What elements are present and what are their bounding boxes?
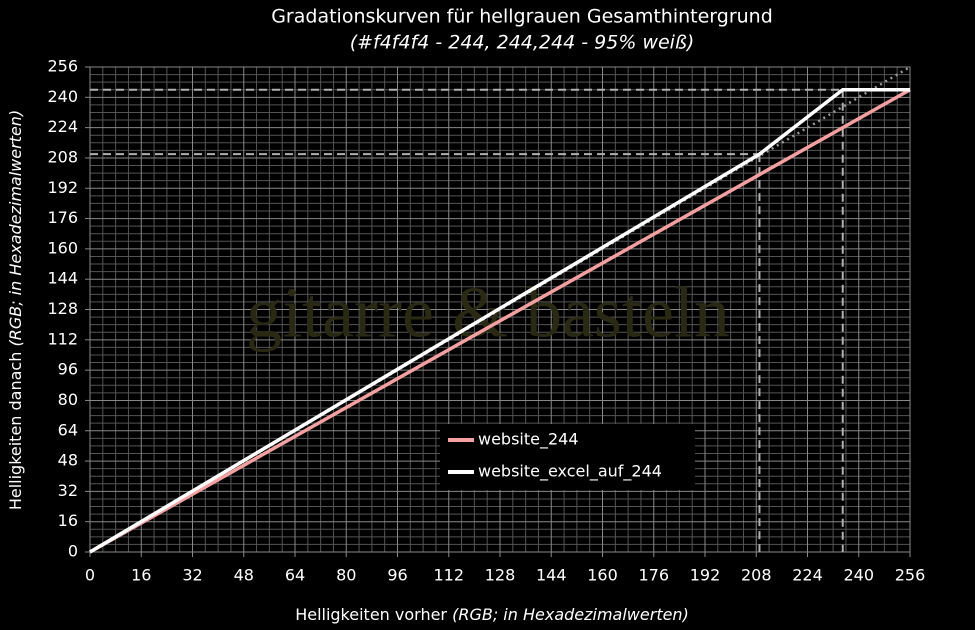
x-label-main: Helligkeiten vorher <box>295 605 447 624</box>
x-tick-label: 208 <box>741 566 772 585</box>
y-label-main: Helligkeiten danach <box>6 352 25 511</box>
plot-border <box>89 66 911 553</box>
y-tick-label: 48 <box>58 451 78 470</box>
x-label-detail: (RGB; in Hexadezimalwerten) <box>452 605 689 624</box>
x-axis-label: Helligkeiten vorher (RGB; in Hexadezimal… <box>295 605 689 624</box>
x-tick-label: 240 <box>843 566 874 585</box>
legend-label: website_244 <box>478 430 579 450</box>
x-tick-label: 48 <box>234 566 254 585</box>
y-tick-label: 240 <box>47 87 78 106</box>
watermark: gitarre & basteln <box>246 273 730 353</box>
y-tick-label: 224 <box>47 117 78 136</box>
x-tick-label: 144 <box>536 566 567 585</box>
x-tick-label: 16 <box>131 566 151 585</box>
y-tick-label: 208 <box>47 147 78 166</box>
y-tick-label: 176 <box>47 208 78 227</box>
y-tick-label: 192 <box>47 178 78 197</box>
y-tick-label: 16 <box>58 511 78 530</box>
x-tick-label: 96 <box>387 566 407 585</box>
y-tick-label: 32 <box>58 481 78 500</box>
x-tick-label: 256 <box>895 566 926 585</box>
x-tick-label: 64 <box>285 566 305 585</box>
y-tick-label: 144 <box>47 269 78 288</box>
y-tick-label: 96 <box>58 360 78 379</box>
y-tick-label: 160 <box>47 238 78 257</box>
y-axis-label: Helligkeiten danach (RGB; in Hexadezimal… <box>6 110 25 510</box>
y-tick-label: 64 <box>58 420 78 439</box>
chart-title: Gradationskurven für hellgrauen Gesamthi… <box>271 6 773 28</box>
x-tick-label: 176 <box>638 566 669 585</box>
series-line <box>89 87 910 554</box>
chart-subtitle: (#f4f4f4 - 244, 244,244 - 95% weiß) <box>350 32 695 54</box>
y-tick-label: 0 <box>68 542 78 561</box>
x-tick-label: 224 <box>792 566 823 585</box>
x-tick-label: 192 <box>690 566 721 585</box>
legend: website_244 website_excel_auf_244 <box>440 424 695 490</box>
x-tick-label: 112 <box>433 566 464 585</box>
reference-line <box>89 65 911 554</box>
legend-label: website_excel_auf_244 <box>478 462 662 482</box>
x-tick-label: 80 <box>336 566 356 585</box>
x-tick-label: 160 <box>587 566 618 585</box>
y-tick-label: 256 <box>47 57 78 76</box>
x-tick-label: 0 <box>85 566 95 585</box>
y-tick-label: 80 <box>58 390 78 409</box>
y-label-detail: (RGB; in Hexadezimalwerten) <box>6 110 25 347</box>
series-line <box>89 88 911 554</box>
y-tick-label: 128 <box>47 299 78 318</box>
x-tick-label: 128 <box>485 566 516 585</box>
x-tick-label: 32 <box>182 566 202 585</box>
y-tick-label: 112 <box>47 329 78 348</box>
legend-box <box>440 424 695 490</box>
